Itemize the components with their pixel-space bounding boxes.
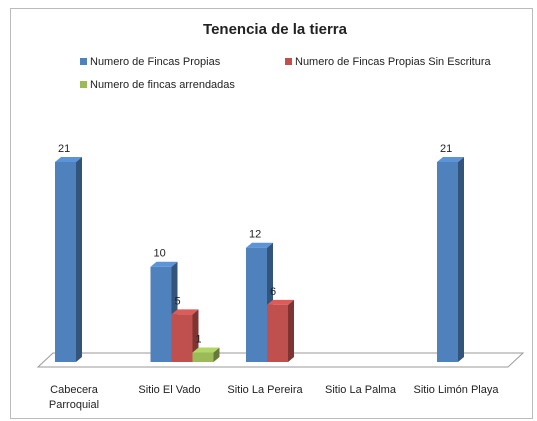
bar [267, 304, 288, 362]
legend-swatch [80, 58, 87, 65]
data-label: 21 [440, 143, 452, 155]
legend-label: Numero de fincas arrendadas [90, 79, 235, 91]
bar-top [192, 347, 220, 353]
bar [246, 247, 267, 362]
legend-label: Numero de Fincas Propias [90, 56, 221, 68]
bar [192, 352, 214, 362]
x-tick-label: Sitio El Vado [138, 384, 201, 396]
bar [171, 314, 193, 362]
bar [55, 162, 76, 362]
bar-top [246, 242, 273, 248]
bar-top [437, 157, 464, 162]
legend-swatch [285, 58, 292, 65]
legend-label: Numero de Fincas Propias Sin Escritura [295, 56, 492, 68]
x-tick-label: Sitio La Palma [325, 384, 396, 396]
data-label: 6 [270, 286, 276, 298]
data-label: 1 [196, 333, 202, 345]
chart-title: Tenencia de la tierra [203, 21, 348, 38]
bar [150, 266, 172, 362]
x-tick-label: Sitio Limón Playa [413, 384, 499, 396]
legend-swatch [80, 81, 87, 88]
x-tick-label: Sitio La Pereira [227, 384, 303, 396]
bar-top [267, 299, 294, 305]
data-label: 10 [154, 248, 166, 260]
bar-side [76, 157, 82, 362]
bar-top [171, 309, 199, 315]
bar-side [288, 299, 294, 362]
bar-side [213, 347, 220, 362]
data-label: 21 [58, 143, 70, 155]
bar-top [150, 261, 178, 267]
data-label: 5 [175, 295, 181, 307]
x-tick-label: Cabecera Parroquial [48, 384, 100, 411]
data-label: 12 [249, 229, 261, 241]
bar-top [55, 157, 82, 162]
bar [437, 162, 458, 362]
bar-side [458, 157, 464, 362]
